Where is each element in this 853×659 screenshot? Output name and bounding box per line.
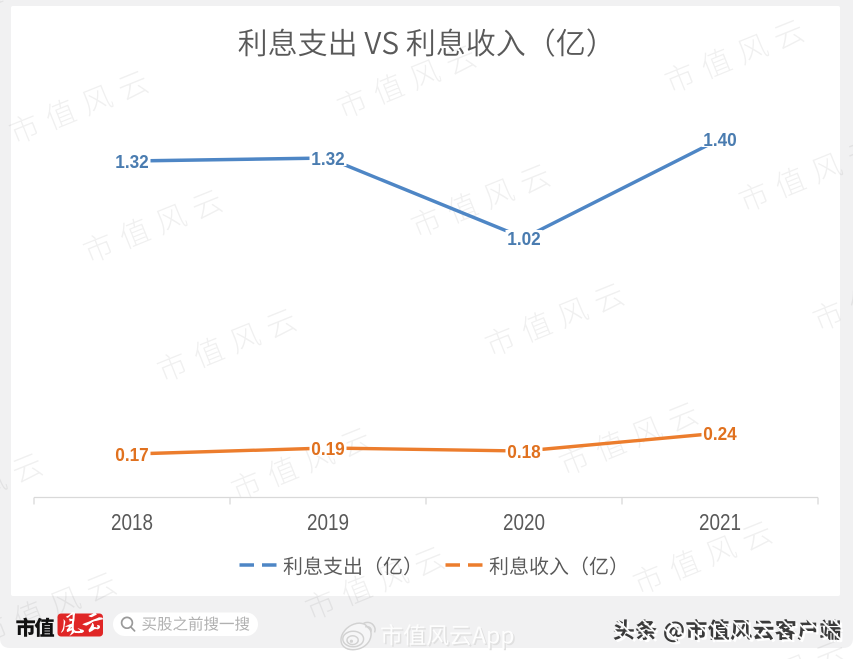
svg-text:2021: 2021 <box>699 509 741 535</box>
svg-text:1.32: 1.32 <box>311 148 345 169</box>
svg-text:1.32: 1.32 <box>115 151 149 172</box>
svg-text:1.02: 1.02 <box>507 228 541 249</box>
svg-text:2019: 2019 <box>307 509 349 535</box>
svg-text:2018: 2018 <box>111 509 153 535</box>
svg-text:0.24: 0.24 <box>703 423 737 444</box>
svg-text:1.40: 1.40 <box>703 129 737 150</box>
svg-text:0.17: 0.17 <box>115 444 149 465</box>
svg-text:0.19: 0.19 <box>311 438 345 459</box>
svg-text:0.18: 0.18 <box>507 441 541 462</box>
svg-text:2020: 2020 <box>503 509 545 535</box>
